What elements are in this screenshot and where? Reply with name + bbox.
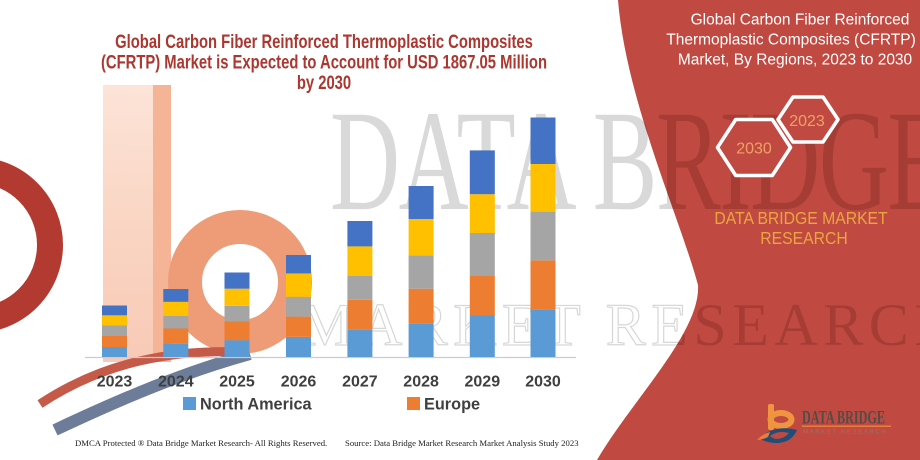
svg-text:2030: 2030 [736,141,772,158]
svg-text:2026: 2026 [281,374,317,391]
svg-text:2029: 2029 [465,374,501,391]
svg-text:2028: 2028 [403,374,439,391]
svg-text:by 2030: by 2030 [297,72,351,93]
svg-text:Source: Data Bridge Market Res: Source: Data Bridge Market Research Mark… [345,438,579,448]
svg-text:2023: 2023 [97,374,133,391]
svg-text:2024: 2024 [158,374,194,391]
svg-text:Global Carbon Fiber Reinforced: Global Carbon Fiber Reinforced [691,12,910,29]
svg-text:MARKET RESEARCH: MARKET RESEARCH [803,429,887,436]
svg-text:Global Carbon Fiber Reinforced: Global Carbon Fiber Reinforced Thermopla… [115,31,533,52]
svg-text:2027: 2027 [342,374,378,391]
svg-text:North America: North America [200,396,313,414]
svg-text:(CFRTP) Market is Expected to: (CFRTP) Market is Expected to Account fo… [101,52,547,73]
svg-text:DATA BRIDGE: DATA BRIDGE [802,408,885,428]
svg-text:2025: 2025 [219,374,255,391]
svg-text:Market, By Regions, 2023 to 20: Market, By Regions, 2023 to 2030 [678,52,913,69]
svg-text:Europe: Europe [424,396,480,414]
svg-text:2030: 2030 [525,374,561,391]
svg-text:Thermoplastic Composites (CFRT: Thermoplastic Composites (CFRTP) [666,32,916,49]
svg-text:DATA BRIDGE MARKET: DATA BRIDGE MARKET [714,208,887,228]
svg-text:DMCA Protected ® Data Bridge M: DMCA Protected ® Data Bridge Market Rese… [75,438,327,448]
svg-text:RESEARCH: RESEARCH [760,228,847,248]
svg-text:2023: 2023 [789,113,825,130]
